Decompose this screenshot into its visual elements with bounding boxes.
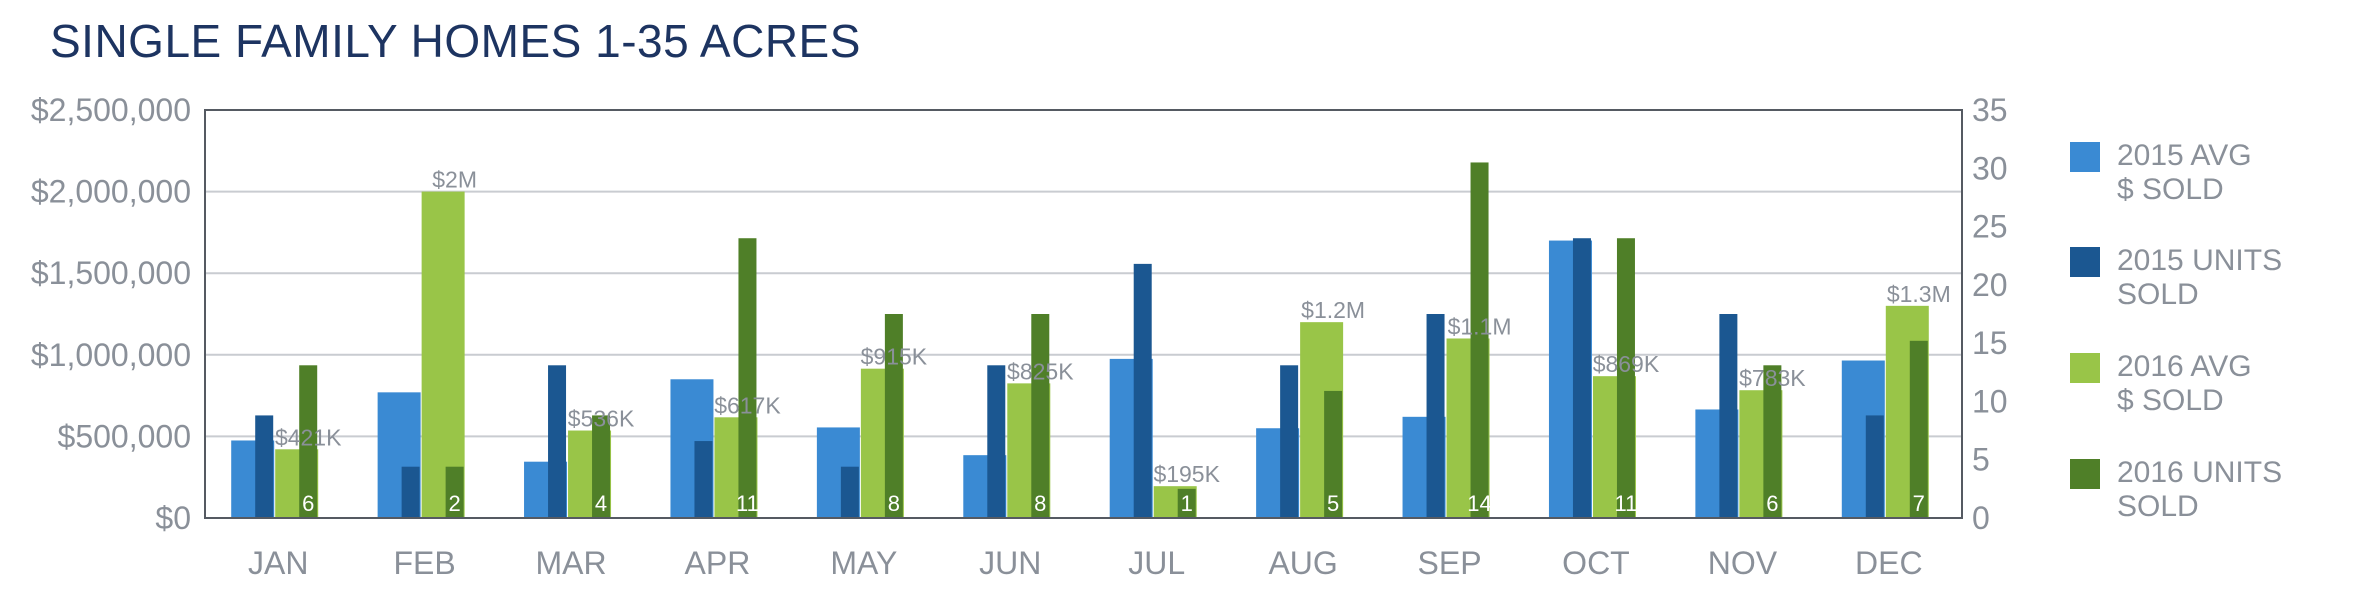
legend-swatch (2070, 142, 2100, 172)
value-label: $617K (714, 392, 781, 418)
left-tick-label: $500,000 (58, 418, 191, 454)
legend-label: 2016 AVG (2117, 350, 2252, 383)
bar-2-oct (1572, 238, 1591, 518)
bar-2-sep (1426, 314, 1445, 518)
bar-4-sep (1470, 162, 1489, 518)
bar-3-feb (421, 191, 465, 518)
bar-2-apr (694, 441, 713, 518)
legend-swatch (2070, 353, 2100, 383)
month-label: MAY (830, 545, 897, 581)
month-label: JAN (248, 545, 308, 581)
units-label: 6 (1766, 491, 1778, 516)
value-label: $1.1M (1448, 313, 1512, 339)
legend-label: SOLD (2117, 278, 2199, 311)
bar-2-jun (987, 365, 1006, 518)
legend-label: $ SOLD (2117, 384, 2224, 417)
value-label: $536K (568, 406, 635, 432)
bar-2-aug (1280, 365, 1299, 518)
bar-4-feb (445, 466, 464, 518)
left-tick-label: $2,500,000 (31, 92, 191, 128)
left-tick-label: $0 (155, 500, 191, 536)
units-label: 5 (1327, 491, 1339, 516)
bar-2-dec (1865, 415, 1884, 518)
left-axis: $0 $500,000 $1,000,000 $1,500,000 $2,000,000… (31, 92, 191, 536)
units-label: 11 (736, 491, 759, 516)
value-label: $2M (432, 167, 477, 193)
bar-2-jul (1133, 263, 1152, 518)
legend-label: 2015 UNITS (2117, 244, 2282, 277)
legend-label: SOLD (2117, 490, 2199, 523)
units-label: 7 (1913, 491, 1925, 516)
right-tick-label: 35 (1972, 92, 2008, 128)
bar-4-jul (1177, 488, 1196, 518)
right-tick-label: 20 (1972, 267, 2008, 303)
bar-2-jan (255, 415, 274, 518)
right-tick-label: 30 (1972, 150, 2008, 186)
month-label: MAR (535, 545, 606, 581)
value-label: $869K (1593, 351, 1660, 377)
value-label: $915K (861, 344, 928, 370)
month-label: JUN (979, 545, 1041, 581)
units-label: 1 (1181, 491, 1193, 516)
x-axis: JAN FEB MAR APR MAY JUN JUL AUG SEP OCT NOV DEC (248, 545, 1923, 581)
value-label: $825K (1007, 358, 1074, 384)
month-label: NOV (1708, 545, 1778, 581)
month-label: JUL (1128, 545, 1185, 581)
legend-swatch (2070, 459, 2100, 489)
month-label: AUG (1268, 545, 1337, 581)
month-label: SEP (1418, 545, 1482, 581)
bar-2-feb (401, 466, 420, 518)
bar-4-jan (299, 365, 318, 518)
units-label: 4 (595, 491, 607, 516)
bar-4-may (884, 314, 903, 518)
units-label: 14 (1467, 491, 1491, 516)
bar-4-apr (738, 238, 757, 518)
chart-title: SINGLE FAMILY HOMES 1-35 ACRES (50, 15, 861, 67)
bar-4-mar (592, 415, 611, 518)
right-tick-label: 25 (1972, 209, 2008, 245)
units-label: 8 (1034, 491, 1046, 516)
units-label: 8 (888, 491, 900, 516)
left-tick-label: $1,000,000 (31, 337, 191, 373)
bars (231, 162, 1929, 518)
month-label: OCT (1562, 545, 1630, 581)
month-label: APR (685, 545, 751, 581)
bar-4-oct (1616, 238, 1635, 518)
units-label: 11 (1615, 491, 1638, 516)
month-label: FEB (394, 545, 456, 581)
units-label: 2 (449, 491, 461, 516)
value-label: $1.3M (1887, 281, 1951, 307)
value-label: $421K (275, 424, 342, 450)
right-tick-label: 5 (1972, 442, 1990, 478)
bar-4-dec (1909, 340, 1928, 518)
bar-2-may (840, 466, 859, 518)
left-tick-label: $2,000,000 (31, 174, 191, 210)
value-label: $783K (1739, 365, 1806, 391)
left-tick-label: $1,500,000 (31, 255, 191, 291)
legend-label: $ SOLD (2117, 173, 2224, 206)
bar-4-nov (1763, 365, 1782, 518)
data-labels: $421K 6 $2M 2 $536K 4 $617K 11 $915K 8 $825K 8 $195K… (275, 167, 1951, 516)
legend-label: 2015 AVG (2117, 139, 2252, 172)
right-tick-label: 10 (1972, 383, 2008, 419)
plot-frame (204, 109, 1963, 519)
legend-label: 2016 UNITS (2117, 456, 2282, 489)
legend-swatch (2070, 247, 2100, 277)
right-tick-label: 0 (1972, 500, 1990, 536)
bar-2-nov (1719, 314, 1738, 518)
gridlines (205, 190, 1962, 438)
bar-4-aug (1324, 390, 1343, 518)
units-label: 6 (302, 491, 314, 516)
right-tick-label: 15 (1972, 325, 2008, 361)
month-label: DEC (1855, 545, 1923, 581)
value-label: $195K (1153, 461, 1220, 487)
value-label: $1.2M (1301, 297, 1365, 323)
bar-2-mar (548, 365, 567, 518)
right-axis: 0 5 10 15 20 25 30 35 (1972, 92, 2008, 536)
bar-4-jun (1031, 314, 1050, 518)
